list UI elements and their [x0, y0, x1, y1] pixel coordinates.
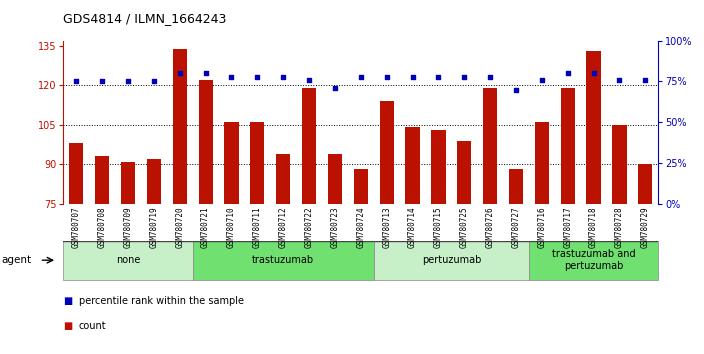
Point [356, 74, 367, 79]
Text: GSM780717: GSM780717 [563, 206, 572, 248]
Bar [193, 241, 374, 280]
Bar [69, 143, 83, 354]
Point [458, 74, 470, 79]
Text: GSM780729: GSM780729 [641, 206, 650, 248]
Bar [457, 141, 472, 354]
Text: count: count [79, 321, 106, 331]
Bar [95, 156, 109, 354]
Text: GSM780707: GSM780707 [72, 206, 81, 248]
Bar [406, 127, 420, 354]
Bar [172, 48, 187, 354]
Point [381, 74, 392, 79]
Point [303, 77, 315, 82]
Text: GSM780718: GSM780718 [589, 206, 598, 248]
Bar [146, 159, 161, 354]
Point [433, 74, 444, 79]
Point [407, 74, 418, 79]
Text: trastuzumab: trastuzumab [252, 255, 314, 265]
Bar [63, 241, 193, 280]
Text: GSM780719: GSM780719 [149, 206, 158, 248]
Point [614, 77, 625, 82]
Point [252, 74, 263, 79]
Bar [250, 122, 265, 354]
Text: GSM780708: GSM780708 [98, 206, 107, 248]
Bar [199, 80, 213, 354]
Point [277, 74, 289, 79]
Text: GSM780723: GSM780723 [330, 206, 339, 248]
Bar [535, 122, 549, 354]
Text: GSM780712: GSM780712 [279, 206, 288, 248]
Text: percentile rank within the sample: percentile rank within the sample [79, 296, 244, 306]
Point [174, 70, 185, 76]
Bar [639, 164, 653, 354]
Point [640, 77, 651, 82]
Bar [302, 88, 316, 354]
Text: pertuzumab: pertuzumab [422, 255, 481, 265]
Point [562, 70, 573, 76]
Text: agent: agent [1, 255, 32, 265]
Text: GSM780709: GSM780709 [123, 206, 132, 248]
Bar [529, 241, 658, 280]
Text: GSM780724: GSM780724 [356, 206, 365, 248]
Bar [379, 101, 394, 354]
Bar [328, 154, 342, 354]
Bar [276, 154, 290, 354]
Point [200, 70, 211, 76]
Text: none: none [116, 255, 140, 265]
Bar [560, 88, 575, 354]
Bar [509, 170, 523, 354]
Text: GSM780728: GSM780728 [615, 206, 624, 248]
Bar [121, 161, 135, 354]
Text: GSM780716: GSM780716 [537, 206, 546, 248]
Text: GSM780720: GSM780720 [175, 206, 184, 248]
Point [70, 79, 82, 84]
Bar [612, 125, 627, 354]
Point [122, 79, 134, 84]
Point [96, 79, 108, 84]
Text: GSM780726: GSM780726 [486, 206, 495, 248]
Text: ■: ■ [63, 321, 73, 331]
Text: GSM780713: GSM780713 [382, 206, 391, 248]
Bar [225, 122, 239, 354]
Bar [432, 130, 446, 354]
Text: trastuzumab and
pertuzumab: trastuzumab and pertuzumab [552, 249, 636, 271]
Text: GDS4814 / ILMN_1664243: GDS4814 / ILMN_1664243 [63, 12, 227, 25]
Point [226, 74, 237, 79]
Text: GSM780725: GSM780725 [460, 206, 469, 248]
Bar [374, 241, 529, 280]
Text: GSM780711: GSM780711 [253, 206, 262, 248]
Text: GSM780714: GSM780714 [408, 206, 417, 248]
Bar [483, 88, 497, 354]
Text: GSM780715: GSM780715 [434, 206, 443, 248]
Point [588, 70, 599, 76]
Bar [353, 170, 368, 354]
Point [329, 85, 341, 91]
Text: GSM780727: GSM780727 [512, 206, 520, 248]
Text: GSM780721: GSM780721 [201, 206, 210, 248]
Point [149, 79, 160, 84]
Text: ■: ■ [63, 296, 73, 306]
Bar [586, 51, 601, 354]
Text: GSM780722: GSM780722 [305, 206, 313, 248]
Point [484, 74, 496, 79]
Point [536, 77, 548, 82]
Point [510, 87, 522, 92]
Text: GSM780710: GSM780710 [227, 206, 236, 248]
